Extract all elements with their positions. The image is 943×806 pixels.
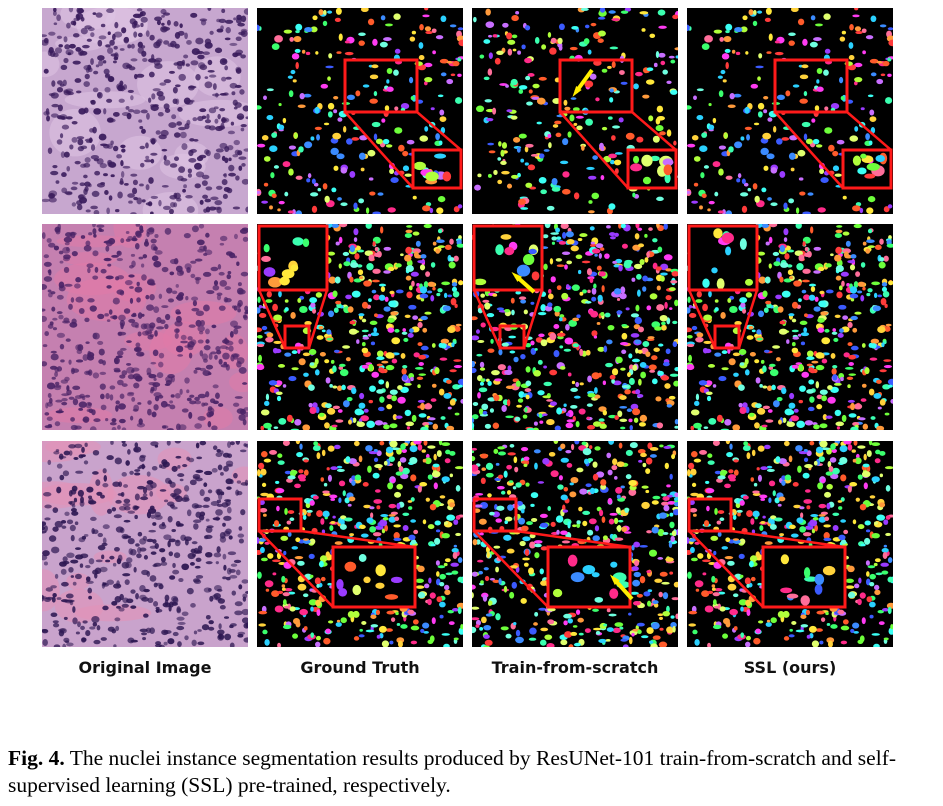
panel-ssl-row-1 <box>687 8 893 214</box>
column-label-ssl: SSL (ours) <box>743 658 837 677</box>
column-label-ground-truth: Ground Truth <box>300 658 420 677</box>
panel-ground-truth-row-3 <box>257 441 463 647</box>
panel-ground-truth-row-1 <box>257 8 463 214</box>
panel-ground-truth-row-2 <box>257 224 463 430</box>
caption-label: Fig. 4. <box>8 746 65 770</box>
panel-train-from-scratch-row-2 <box>472 224 678 430</box>
panel-original-row-2 <box>42 224 248 430</box>
panel-train-from-scratch-row-1 <box>472 8 678 214</box>
panel-original-row-3 <box>42 441 248 647</box>
panel-ssl-row-2 <box>687 224 893 430</box>
column-label-original: Original Image <box>78 658 212 677</box>
panel-original-row-1 <box>42 8 248 214</box>
panel-ssl-row-3 <box>687 441 893 647</box>
caption-text: The nuclei instance segmentation results… <box>8 746 897 797</box>
panel-train-from-scratch-row-3 <box>472 441 678 647</box>
figure-caption: Fig. 4. The nuclei instance segmentation… <box>8 745 933 799</box>
column-label-train-from-scratch: Train-from-scratch <box>491 658 659 677</box>
